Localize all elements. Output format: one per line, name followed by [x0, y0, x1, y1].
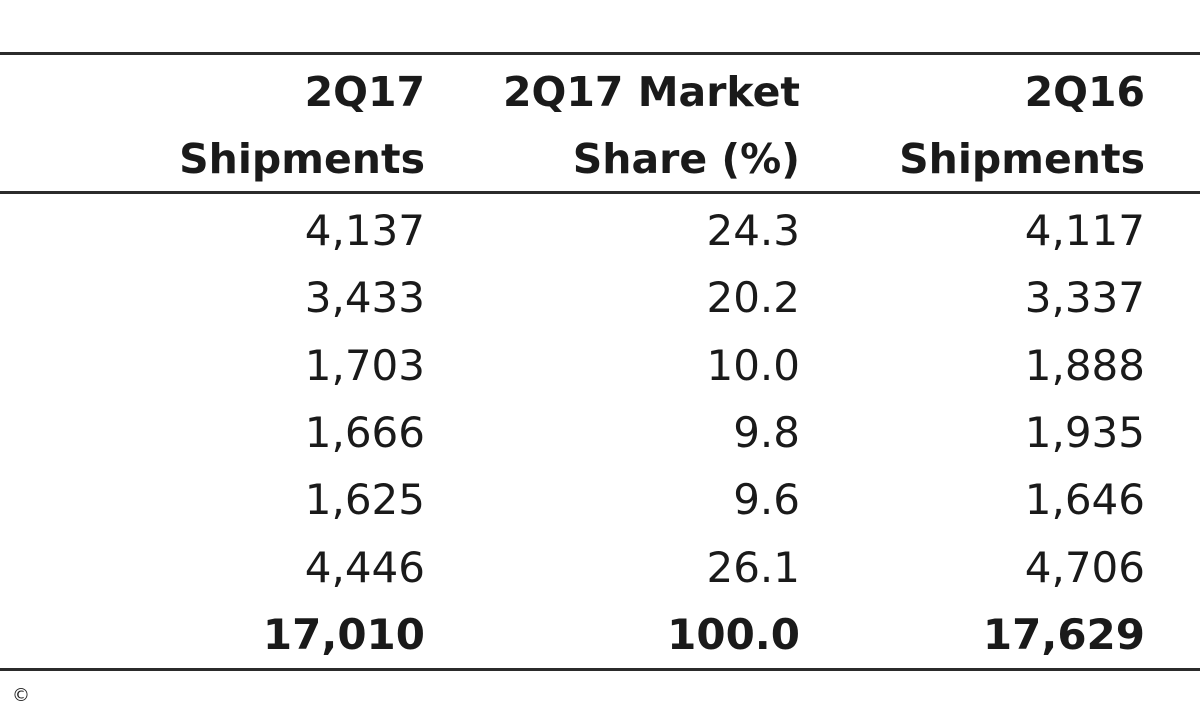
table-cell: 4,137 [304, 206, 425, 255]
header-2q17-market-share-line2: Share (%) [572, 135, 800, 183]
table-cell: 4,117 [1024, 206, 1145, 255]
header-2q17-shipments-line1: 2Q17 [304, 68, 425, 116]
table-cell: 4,706 [1024, 543, 1145, 592]
table-cell: 20.2 [706, 273, 800, 322]
table-cell: 1,888 [1024, 341, 1145, 390]
table-cell: 1,703 [304, 341, 425, 390]
copyright-icon: © [12, 685, 30, 706]
table-cell: 3,433 [304, 273, 425, 322]
table-cell: 24.3 [706, 206, 800, 255]
table-cell: 26.1 [706, 543, 800, 592]
table-cell: 4,446 [304, 543, 425, 592]
table-cell: 9.6 [733, 475, 800, 524]
table-bottom-rule [0, 668, 1200, 671]
table-cell: 1,935 [1024, 408, 1145, 457]
table-cell: 1,666 [304, 408, 425, 457]
table-cell: 3,337 [1024, 273, 1145, 322]
table-cell: 10.0 [706, 341, 800, 390]
header-separator-rule [0, 191, 1200, 194]
header-2q16-shipments-line1: 2Q16 [1024, 68, 1145, 116]
table-cell: 1,646 [1024, 475, 1145, 524]
header-2q17-shipments-line2: Shipments [179, 135, 425, 183]
total-2q17-market-share: 100.0 [667, 610, 800, 659]
table-cell: 9.8 [733, 408, 800, 457]
header-2q16-shipments-line2: Shipments [899, 135, 1145, 183]
header-2q17-market-share-line1: 2Q17 Market [503, 68, 800, 116]
total-2q16-shipments: 17,629 [982, 610, 1145, 659]
total-2q17-shipments: 17,010 [262, 610, 425, 659]
table-top-rule [0, 52, 1200, 55]
table-cell: 1,625 [304, 475, 425, 524]
